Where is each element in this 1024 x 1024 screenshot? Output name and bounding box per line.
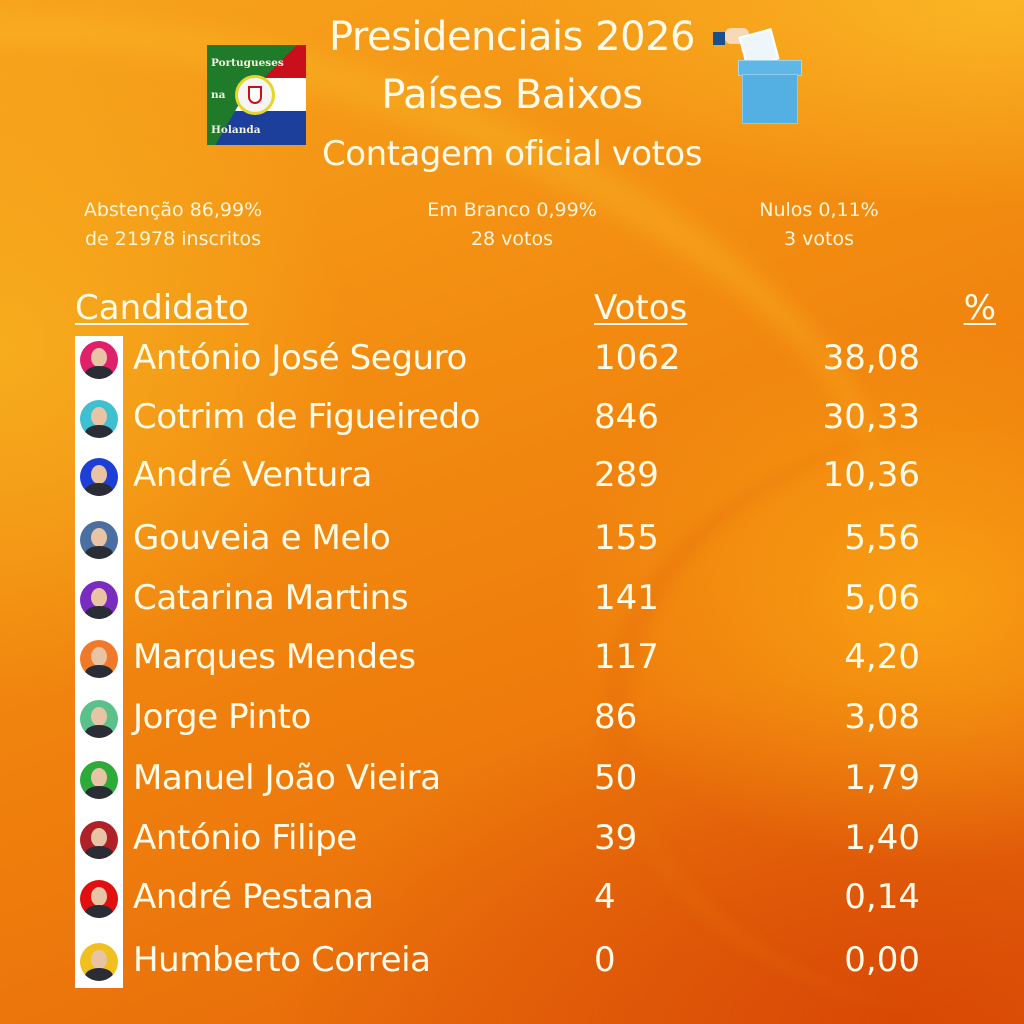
blank-votes-stat: Em Branco 0,99% 28 votos xyxy=(387,196,637,254)
candidate-percent: 30,33 xyxy=(822,397,920,437)
candidate-percent: 38,08 xyxy=(822,338,920,378)
ballot-box-icon xyxy=(710,22,805,124)
candidate-avatar-icon xyxy=(80,458,118,496)
portugueses-na-holanda-logo: Portugueses na Holanda xyxy=(207,45,306,145)
header-percent: % xyxy=(963,288,996,328)
candidate-percent: 5,06 xyxy=(844,578,920,618)
candidate-votes: 289 xyxy=(594,455,659,495)
candidate-votes: 155 xyxy=(594,518,659,558)
logo-text-line2: na xyxy=(211,89,226,101)
candidate-name: Humberto Correia xyxy=(133,940,431,980)
candidate-votes: 141 xyxy=(594,578,659,618)
candidate-percent: 1,40 xyxy=(844,818,920,858)
candidate-votes: 50 xyxy=(594,758,638,798)
table-row: Humberto Correia 0 0,00 xyxy=(0,940,1024,998)
candidate-avatar-icon xyxy=(80,521,118,559)
candidate-name: Cotrim de Figueiredo xyxy=(133,397,481,437)
candidate-percent: 4,20 xyxy=(844,637,920,677)
candidate-percent: 0,14 xyxy=(844,877,920,917)
blank-count: 28 votos xyxy=(470,228,554,250)
table-row: André Pestana 4 0,14 xyxy=(0,877,1024,935)
candidate-name: André Ventura xyxy=(133,455,372,495)
candidate-votes: 0 xyxy=(594,940,616,980)
abstention-percent: Abstenção 86,99% xyxy=(83,199,263,221)
abstention-stat: Abstenção 86,99% de 21978 inscritos xyxy=(48,196,298,254)
candidate-votes: 39 xyxy=(594,818,638,858)
candidate-avatar-icon xyxy=(80,700,118,738)
registered-voters: de 21978 inscritos xyxy=(84,228,261,250)
candidate-name: Gouveia e Melo xyxy=(133,518,391,558)
candidate-name: Catarina Martins xyxy=(133,578,409,618)
page-subtitle: Contagem oficial votos xyxy=(322,134,702,174)
logo-text-line1: Portugueses xyxy=(211,57,284,69)
table-row: António Filipe 39 1,40 xyxy=(0,818,1024,876)
table-row: André Ventura 289 10,36 xyxy=(0,455,1024,513)
candidate-percent: 3,08 xyxy=(844,697,920,737)
header-candidate: Candidato xyxy=(75,288,249,328)
candidate-name: Jorge Pinto xyxy=(133,697,312,737)
candidate-avatar-icon xyxy=(80,880,118,918)
candidate-votes: 4 xyxy=(594,877,616,917)
portuguese-emblem-icon xyxy=(235,75,275,115)
table-row: Jorge Pinto 86 3,08 xyxy=(0,697,1024,755)
candidate-avatar-icon xyxy=(80,943,118,981)
table-row: Gouveia e Melo 155 5,56 xyxy=(0,518,1024,576)
candidate-avatar-icon xyxy=(80,821,118,859)
candidate-votes: 1062 xyxy=(594,338,681,378)
candidate-avatar-icon xyxy=(80,581,118,619)
logo-text-line3: Holanda xyxy=(211,124,261,136)
null-count: 3 votos xyxy=(784,228,854,250)
null-votes-stat: Nulos 0,11% 3 votos xyxy=(694,196,944,254)
candidate-name: André Pestana xyxy=(133,877,374,917)
page-title-country: Países Baixos xyxy=(381,72,643,118)
candidate-name: António Filipe xyxy=(133,818,357,858)
blank-percent: Em Branco 0,99% xyxy=(427,199,597,221)
candidate-votes: 117 xyxy=(594,637,659,677)
candidate-name: Manuel João Vieira xyxy=(133,758,441,798)
candidate-percent: 1,79 xyxy=(844,758,920,798)
candidate-avatar-icon xyxy=(80,640,118,678)
candidate-name: António José Seguro xyxy=(133,338,467,378)
candidate-avatar-icon xyxy=(80,761,118,799)
candidate-votes: 846 xyxy=(594,397,659,437)
candidate-avatar-icon xyxy=(80,400,118,438)
header-votes: Votos xyxy=(594,288,688,328)
page-title: Presidenciais 2026 xyxy=(329,14,695,60)
null-percent: Nulos 0,11% xyxy=(759,199,879,221)
table-row: Catarina Martins 141 5,06 xyxy=(0,578,1024,636)
candidate-percent: 5,56 xyxy=(844,518,920,558)
candidate-avatar-icon xyxy=(80,341,118,379)
table-row: Cotrim de Figueiredo 846 30,33 xyxy=(0,397,1024,455)
table-row: António José Seguro 1062 38,08 xyxy=(0,338,1024,396)
candidate-percent: 10,36 xyxy=(822,455,920,495)
candidate-percent: 0,00 xyxy=(844,940,920,980)
candidate-votes: 86 xyxy=(594,697,638,737)
table-row: Marques Mendes 117 4,20 xyxy=(0,637,1024,695)
candidate-name: Marques Mendes xyxy=(133,637,416,677)
table-row: Manuel João Vieira 50 1,79 xyxy=(0,758,1024,816)
